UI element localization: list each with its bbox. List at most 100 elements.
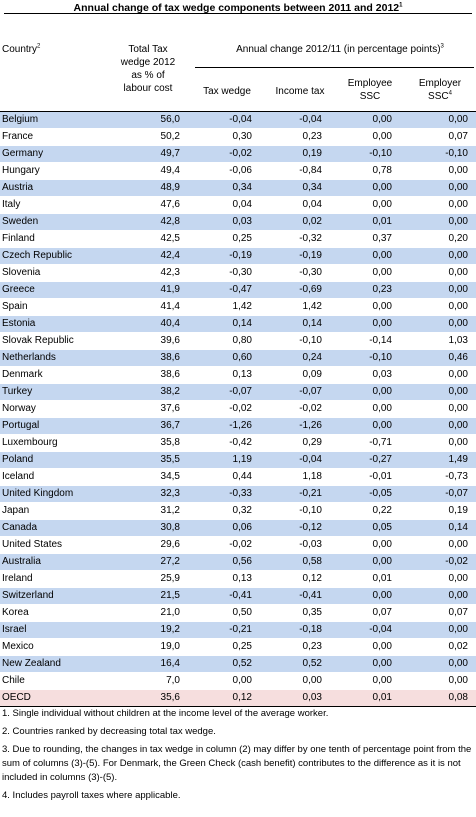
table-row: Greece 41,9 -0,47 -0,69 0,23 0,00 xyxy=(0,281,476,299)
header-total-tax-wedge: Total Tax wedge 2012 as % of labour cost xyxy=(108,43,188,95)
table-row: Belgium 56,0 -0,04 -0,04 0,00 0,00 xyxy=(0,112,476,129)
table-row: Denmark 38,6 0,13 0,09 0,03 0,00 xyxy=(0,366,476,384)
table-row: Mexico 19,0 0,25 0,23 0,00 0,02 xyxy=(0,638,476,656)
table-row: Korea 21,0 0,50 0,35 0,07 0,07 xyxy=(0,604,476,622)
table-row: Israel 19,2 -0,21 -0,18 -0,04 0,00 xyxy=(0,621,476,639)
cell-income-tax: -0,04 xyxy=(260,112,330,129)
cell-employer-ssc: 0,00 xyxy=(400,112,476,129)
cell-employee-ssc: 0,00 xyxy=(330,417,400,435)
cell-country: Czech Republic xyxy=(0,247,108,265)
cell-employer-ssc: -0,07 xyxy=(400,485,476,503)
header-employer-note: 4 xyxy=(448,90,452,97)
cell-tax-wedge: 0,25 xyxy=(188,230,260,248)
cell-income-tax: 0,12 xyxy=(260,570,330,588)
table-row: Norway 37,6 -0,02 -0,02 0,00 0,00 xyxy=(0,400,476,418)
cell-income-tax: 0,03 xyxy=(260,689,330,707)
cell-country: Slovenia xyxy=(0,264,108,282)
cell-country: Korea xyxy=(0,604,108,622)
cell-employer-ssc: 1,03 xyxy=(400,332,476,350)
cell-tax-wedge: -0,21 xyxy=(188,621,260,639)
cell-tax-wedge: -0,42 xyxy=(188,434,260,452)
cell-employer-ssc: 0,19 xyxy=(400,502,476,520)
cell-income-tax: 1,18 xyxy=(260,468,330,486)
cell-employee-ssc: 0,00 xyxy=(330,655,400,673)
header-country-label: Country xyxy=(2,44,38,55)
cell-tax-wedge: -0,30 xyxy=(188,264,260,282)
header-employee-line2: SSC xyxy=(359,91,381,102)
cell-country: Iceland xyxy=(0,468,108,486)
cell-employee-ssc: 0,01 xyxy=(330,689,400,707)
footnote-4: 4. Includes payroll taxes where applicab… xyxy=(2,790,181,801)
cell-total: 19,2 xyxy=(108,621,188,639)
cell-income-tax: 0,29 xyxy=(260,434,330,452)
cell-tax-wedge: 1,19 xyxy=(188,451,260,469)
cell-total: 49,4 xyxy=(108,162,188,180)
cell-employee-ssc: 0,00 xyxy=(330,315,400,333)
cell-total: 21,0 xyxy=(108,604,188,622)
cell-employee-ssc: -0,27 xyxy=(330,451,400,469)
cell-tax-wedge: 0,60 xyxy=(188,349,260,367)
cell-income-tax: 0,23 xyxy=(260,128,330,146)
cell-employer-ssc: 1,49 xyxy=(400,451,476,469)
cell-tax-wedge: 0,50 xyxy=(188,604,260,622)
cell-country: Poland xyxy=(0,451,108,469)
cell-country: Slovak Republic xyxy=(0,332,108,350)
cell-country: Austria xyxy=(0,179,108,197)
cell-employer-ssc: 0,00 xyxy=(400,196,476,214)
cell-tax-wedge: -0,19 xyxy=(188,247,260,265)
cell-employee-ssc: -0,01 xyxy=(330,468,400,486)
cell-tax-wedge: 0,52 xyxy=(188,655,260,673)
cell-tax-wedge: 0,30 xyxy=(188,128,260,146)
footnotes: 1. Single individual without children at… xyxy=(0,707,476,803)
cell-tax-wedge: 0,06 xyxy=(188,519,260,537)
table-row: New Zealand 16,4 0,52 0,52 0,00 0,00 xyxy=(0,655,476,673)
cell-total: 37,6 xyxy=(108,400,188,418)
header-annual-change: Annual change 2012/11 (in percentage poi… xyxy=(205,43,475,56)
cell-employee-ssc: -0,10 xyxy=(330,145,400,163)
table-row: Austria 48,9 0,34 0,34 0,00 0,00 xyxy=(0,179,476,197)
cell-employer-ssc: -0,02 xyxy=(400,553,476,571)
cell-employee-ssc: 0,22 xyxy=(330,502,400,520)
cell-employer-ssc: 0,00 xyxy=(400,162,476,180)
cell-employer-ssc: 0,46 xyxy=(400,349,476,367)
cell-income-tax: -0,69 xyxy=(260,281,330,299)
cell-tax-wedge: -0,02 xyxy=(188,536,260,554)
cell-total: 7,0 xyxy=(108,672,188,690)
cell-total: 42,4 xyxy=(108,247,188,265)
cell-tax-wedge: 0,04 xyxy=(188,196,260,214)
cell-income-tax: -0,21 xyxy=(260,485,330,503)
table-row: Poland 35,5 1,19 -0,04 -0,27 1,49 xyxy=(0,451,476,469)
table-row: Slovak Republic 39,6 0,80 -0,10 -0,14 1,03 xyxy=(0,332,476,350)
cell-tax-wedge: 0,13 xyxy=(188,366,260,384)
cell-employer-ssc: 0,14 xyxy=(400,519,476,537)
cell-employee-ssc: 0,00 xyxy=(330,383,400,401)
cell-employer-ssc: 0,00 xyxy=(400,587,476,605)
cell-total: 21,5 xyxy=(108,587,188,605)
cell-employer-ssc: 0,00 xyxy=(400,298,476,316)
cell-total: 27,2 xyxy=(108,553,188,571)
cell-employer-ssc: 0,00 xyxy=(400,315,476,333)
cell-employer-ssc: -0,10 xyxy=(400,145,476,163)
cell-employee-ssc: 0,00 xyxy=(330,587,400,605)
cell-country: United Kingdom xyxy=(0,485,108,503)
cell-income-tax: 0,35 xyxy=(260,604,330,622)
cell-employee-ssc: 0,23 xyxy=(330,281,400,299)
table-row: United Kingdom 32,3 -0,33 -0,21 -0,05 -0,07 xyxy=(0,485,476,503)
cell-employee-ssc: -0,10 xyxy=(330,349,400,367)
cell-income-tax: -0,84 xyxy=(260,162,330,180)
cell-tax-wedge: 0,34 xyxy=(188,179,260,197)
cell-tax-wedge: -0,02 xyxy=(188,400,260,418)
header-country: Country2 xyxy=(2,43,40,56)
cell-total: 36,7 xyxy=(108,417,188,435)
cell-total: 47,6 xyxy=(108,196,188,214)
cell-employee-ssc: 0,00 xyxy=(330,672,400,690)
cell-country: Chile xyxy=(0,672,108,690)
header-annual-note: 3 xyxy=(440,43,444,50)
cell-country: New Zealand xyxy=(0,655,108,673)
table-row: Chile 7,0 0,00 0,00 0,00 0,00 xyxy=(0,672,476,690)
cell-employee-ssc: 0,03 xyxy=(330,366,400,384)
cell-country: Japan xyxy=(0,502,108,520)
cell-country: OECD xyxy=(0,689,108,707)
table-row: Spain 41,4 1,42 1,42 0,00 0,00 xyxy=(0,298,476,316)
title-area: Annual change of tax wedge components be… xyxy=(0,0,476,33)
